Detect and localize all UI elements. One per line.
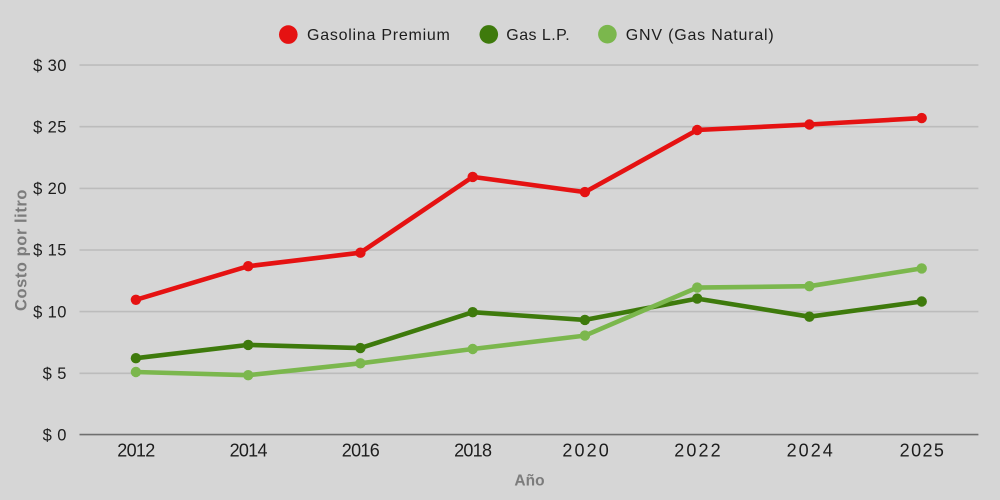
- svg-text:Gas L.P.: Gas L.P.: [506, 27, 570, 44]
- svg-text:GNV (Gas Natural): GNV (Gas Natural): [626, 27, 775, 44]
- svg-text:$ 10: $ 10: [33, 303, 67, 321]
- svg-text:Gasolina Premium: Gasolina Premium: [307, 27, 451, 44]
- svg-text:2022: 2022: [674, 441, 722, 461]
- svg-text:2016: 2016: [342, 441, 380, 461]
- svg-text:$ 30: $ 30: [33, 57, 67, 75]
- svg-text:2020: 2020: [562, 441, 610, 461]
- svg-text:$ 0: $ 0: [43, 426, 67, 444]
- svg-text:Año: Año: [514, 473, 544, 490]
- svg-text:$ 5: $ 5: [43, 365, 67, 383]
- svg-text:2012: 2012: [117, 441, 155, 461]
- svg-text:$ 25: $ 25: [33, 118, 67, 136]
- svg-text:2018: 2018: [454, 441, 492, 461]
- svg-text:Costo por litro: Costo por litro: [12, 189, 30, 311]
- svg-text:2014: 2014: [230, 441, 268, 461]
- svg-text:2024: 2024: [787, 441, 835, 461]
- svg-text:2025: 2025: [900, 441, 946, 461]
- svg-text:$ 20: $ 20: [33, 180, 67, 198]
- svg-text:$ 15: $ 15: [33, 242, 67, 260]
